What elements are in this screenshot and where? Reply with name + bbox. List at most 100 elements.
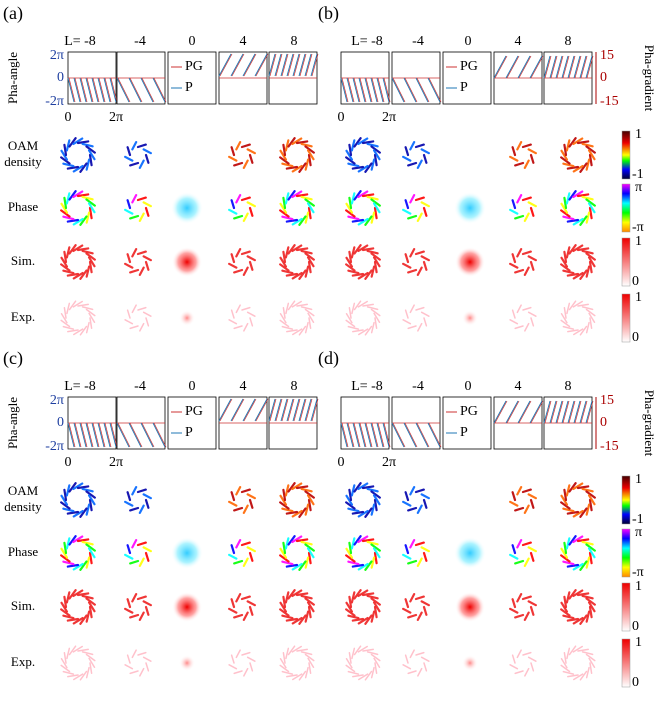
- curve: [518, 55, 532, 79]
- beam-image: [353, 137, 362, 148]
- beam-image: [345, 319, 356, 328]
- beam-image: [527, 148, 537, 155]
- beam-image: [420, 600, 430, 607]
- beam-image: [144, 605, 150, 616]
- beam-image: [131, 304, 137, 314]
- colorbar: [621, 183, 631, 233]
- beam-image: [370, 503, 376, 516]
- curve: [218, 398, 232, 422]
- beam-image: [345, 664, 356, 673]
- curve: [567, 55, 575, 79]
- beam-image: [300, 594, 313, 600]
- beam-image: [68, 190, 77, 201]
- beam-image: [66, 510, 80, 515]
- beam-image: [235, 539, 242, 549]
- beam-image: [76, 538, 90, 543]
- beam-image: [357, 137, 369, 146]
- beam-image: [420, 311, 430, 317]
- beam-image: [585, 158, 591, 171]
- curve: [549, 55, 557, 79]
- curve: [579, 400, 587, 424]
- curve: [74, 422, 82, 448]
- beam-image: [286, 674, 298, 678]
- curve: [109, 422, 117, 448]
- beam-image: [579, 162, 588, 173]
- beam-image: [404, 491, 410, 502]
- curve: [274, 398, 282, 422]
- beam-image: [588, 153, 593, 167]
- curve: [371, 422, 379, 448]
- curve: [230, 398, 244, 422]
- beam-image: [246, 656, 256, 662]
- beam-image: [585, 265, 591, 278]
- beam-image: [308, 662, 312, 674]
- beam-image: [291, 482, 303, 491]
- beam-image: [287, 589, 296, 600]
- beam-image: [587, 202, 596, 214]
- beam-image: [66, 617, 80, 622]
- curve: [304, 398, 312, 422]
- curve: [392, 422, 406, 448]
- beam-image: [304, 597, 315, 606]
- beam-image: [581, 306, 594, 311]
- curve: [382, 422, 390, 448]
- beam-image: [246, 493, 256, 500]
- beam-image: [248, 153, 254, 164]
- beam-image: [304, 666, 309, 679]
- beam-image: [126, 146, 132, 157]
- beam-image: [68, 589, 77, 600]
- curve: [428, 77, 442, 103]
- beam-image: [568, 300, 577, 311]
- beam-image: [66, 647, 71, 660]
- beam-image: [345, 494, 354, 506]
- beam-image: [364, 215, 373, 226]
- curve: [128, 422, 142, 448]
- beam-image: [562, 325, 575, 330]
- curve: [254, 398, 268, 422]
- beam-image: [358, 673, 369, 681]
- curve: [364, 422, 372, 448]
- beam-image: [565, 139, 571, 152]
- beam-image: [233, 670, 243, 675]
- beam-image: [131, 486, 138, 496]
- beam-image: [407, 268, 418, 274]
- beam-image: [579, 507, 588, 518]
- curve: [269, 398, 277, 422]
- curve: [353, 422, 361, 448]
- beam-image: [60, 664, 71, 673]
- row-label: Phase: [8, 544, 39, 559]
- beam-image: [402, 262, 412, 269]
- beam-image: [372, 601, 381, 613]
- beam-image: [370, 666, 375, 679]
- beam-image: [85, 666, 90, 679]
- legend-label: PG: [460, 404, 478, 419]
- beam-image: [287, 190, 296, 201]
- curve: [562, 400, 570, 424]
- beam-image: [588, 206, 593, 220]
- curve: [304, 53, 312, 77]
- beam-image: [366, 487, 379, 493]
- l-label: -4: [412, 34, 424, 49]
- beam-image: [516, 649, 522, 659]
- beam-image: [279, 209, 290, 218]
- beam-image: [68, 244, 77, 255]
- beam-image: [124, 155, 134, 162]
- beam-image: [565, 537, 571, 550]
- beam-image: [281, 614, 294, 620]
- beam-image: [291, 589, 303, 598]
- beam-image: [358, 328, 369, 336]
- beam-image: [516, 141, 523, 151]
- beam-image: [402, 607, 412, 614]
- curve: [153, 77, 167, 103]
- y-axis-label: Pha-angle: [5, 397, 20, 449]
- y-axis-label: Pha-gradient: [642, 45, 657, 112]
- curve: [359, 422, 367, 448]
- curve: [299, 398, 307, 422]
- beam-image: [345, 501, 356, 510]
- beam-image: [142, 201, 152, 208]
- beam-image: [420, 546, 430, 553]
- beam-image: [139, 667, 145, 677]
- curve: [110, 422, 118, 448]
- beam-image: [88, 206, 93, 220]
- beam-image: [364, 162, 373, 173]
